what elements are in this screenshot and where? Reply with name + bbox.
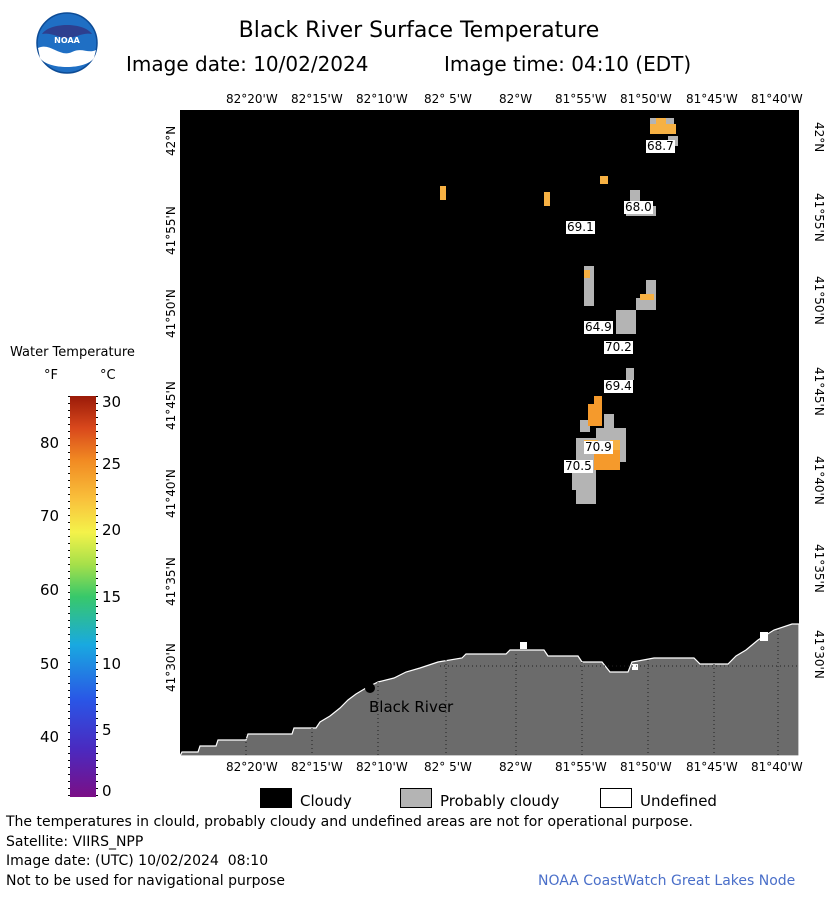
lon-tick: 81°45'W [686,760,738,774]
temp-label: 70.2 [604,340,633,354]
lon-tick: 81°45'W [686,92,738,106]
lat-tick: 41°55'N [812,193,826,242]
lon-tick: 82°15'W [291,760,343,774]
place-label: Black River [369,698,454,716]
c-tick: 5 [102,721,112,739]
f-tick: 60 [40,581,60,599]
image-time-label: Image time: 04:10 (EDT) [444,52,692,76]
utc-date-text: Image date: (UTC) 10/02/2024 08:10 [6,853,269,869]
lon-tick: 82°10'W [356,92,408,106]
lat-tick: 41°50'N [812,276,826,325]
lat-tick: 41°30'N [164,643,178,692]
undefined-pixel [632,664,638,670]
colorbar-title: Water Temperature [10,345,135,360]
lon-tick: 82° 5'W [424,92,472,106]
temp-label: 69.1 [566,220,595,234]
lon-tick: 81°50'W [620,92,672,106]
lon-tick: 81°40'W [751,92,803,106]
lat-tick: 41°40'N [164,469,178,518]
satellite-text: Satellite: VIIRS_NPP [6,834,144,850]
lon-tick: 82°10'W [356,760,408,774]
lat-tick: 41°45'N [164,381,178,430]
c-tick: 0 [102,782,112,800]
logo-text: NOAA [54,36,80,45]
lat-tick: 42°N [164,125,178,156]
lon-tick: 82°W [499,760,533,774]
lon-tick: 81°55'W [555,92,607,106]
legend-label-cloudy: Cloudy [300,792,352,810]
f-tick: 40 [40,728,60,746]
navigation-warning: Not to be used for navigational purpose [6,873,285,889]
disclaimer-text: The temperatures in clould, probably clo… [6,814,693,830]
noaa-logo: NOAA [36,12,98,74]
cloud-water-area [180,110,799,756]
legend-label-probably-cloudy: Probably cloudy [440,792,560,810]
lat-tick: 41°35'N [164,557,178,606]
temp-label: 70.9 [584,440,613,454]
c-tick: 20 [102,521,122,539]
lat-tick: 41°30'N [812,630,826,679]
c-tick: 25 [102,455,122,473]
c-tick: 10 [102,655,122,673]
c-tick: 30 [102,393,122,411]
lat-tick: 41°35'N [812,544,826,593]
black-river-marker [365,683,375,693]
colorbar [70,396,96,797]
lon-tick: 81°50'W [620,760,672,774]
lon-tick: 82°15'W [291,92,343,106]
f-tick: 80 [40,434,60,452]
temp-label: 64.9 [584,320,613,334]
page-title: Black River Surface Temperature [238,18,600,43]
colorbar-ticks-right [96,396,98,797]
unit-c: °C [100,368,116,383]
map-panel: Black River 68.7 68.0 69.1 64.9 70.2 69.… [179,110,800,757]
temp-label: 68.7 [646,139,675,153]
map-svg [179,110,800,757]
lon-tick: 81°40'W [751,760,803,774]
legend-swatch-cloudy [260,788,292,808]
temp-label: 68.0 [624,200,653,214]
temp-label: 69.4 [604,379,633,393]
lon-tick: 82°W [499,92,533,106]
c-tick: 15 [102,588,122,606]
lon-tick: 82°20'W [226,760,278,774]
lat-tick: 41°55'N [164,206,178,255]
temp-label: 70.5 [564,459,593,473]
land-area [179,623,800,757]
image-date-label: Image date: 10/02/2024 [126,52,369,76]
credit-text: NOAA CoastWatch Great Lakes Node [538,873,796,889]
lon-tick: 82°20'W [226,92,278,106]
legend-label-undefined: Undefined [640,792,717,810]
lat-tick: 42°N [812,122,826,153]
f-tick: 70 [40,507,60,525]
lat-tick: 41°45'N [812,367,826,416]
lon-tick: 82° 5'W [424,760,472,774]
undefined-pixel [520,642,527,649]
legend-swatch-probably-cloudy [400,788,432,808]
legend-swatch-undefined [600,788,632,808]
graticule [245,630,799,756]
lon-tick: 81°55'W [555,760,607,774]
lat-tick: 41°50'N [164,289,178,338]
lat-tick: 41°40'N [812,456,826,505]
f-tick: 50 [40,655,60,673]
undefined-pixel [760,632,768,641]
colorbar-ticks-left [68,396,70,797]
unit-f: °F [44,368,58,383]
